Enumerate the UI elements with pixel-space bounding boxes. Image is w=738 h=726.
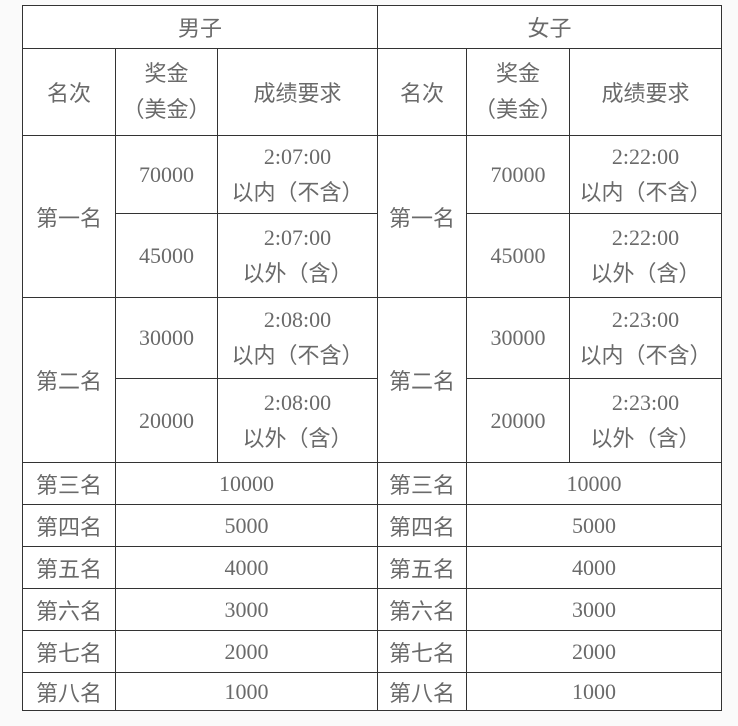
col-header-prize-line2: （美金） <box>122 97 211 122</box>
requirement-condition: 以外（含） <box>590 425 701 451</box>
prize-cell: 70000 <box>466 135 571 214</box>
prize-cell: 10000 <box>114 462 379 505</box>
requirement-condition: 以内（不含） <box>231 179 364 205</box>
col-header-requirement-men: 成绩要求 <box>216 48 379 136</box>
requirement-condition: 以内（不含） <box>231 343 364 368</box>
requirement-time: 2:22:00 <box>611 143 680 169</box>
prize-table: 男子 女子 名次 奖金 （美金） 成绩要求 名次 奖金 （美金） 成绩要求 第一… <box>21 5 723 711</box>
prize-cell: 10000 <box>466 462 723 505</box>
requirement-cell: 2:08:00 以外（含） <box>216 378 379 463</box>
rank-cell: 第四名 <box>22 504 116 547</box>
requirement-time: 2:07:00 <box>263 224 332 250</box>
section-title-men: 男子 <box>21 5 379 49</box>
prize-cell: 5000 <box>466 504 723 547</box>
prize-cell: 1000 <box>114 672 379 711</box>
col-header-rank-men: 名次 <box>22 48 116 136</box>
table-row: 第二名 30000 2:08:00 以内（不含） 第二名 30000 2:23:… <box>22 297 723 463</box>
requirement-time: 2:07:00 <box>263 143 332 169</box>
column-header-row: 名次 奖金 （美金） 成绩要求 名次 奖金 （美金） 成绩要求 <box>22 48 723 136</box>
rank-cell-women-2: 第二名 <box>377 297 468 463</box>
prize-cell: 1000 <box>466 672 723 711</box>
col-header-prize-men: 奖金 （美金） <box>115 48 218 136</box>
prize-cell: 3000 <box>466 588 723 631</box>
rank-cell: 第六名 <box>22 588 116 631</box>
rank-cell: 第七名 <box>377 630 468 673</box>
requirement-cell: 2:23:00 以外（含） <box>569 378 723 463</box>
requirement-condition: 以外（含） <box>242 260 353 286</box>
col-header-prize-line1: 奖金 <box>496 61 541 86</box>
table-row: 第七名 2000 第七名 2000 <box>22 630 723 673</box>
rank-cell: 第六名 <box>377 588 468 631</box>
rank-cell-men-1: 第一名 <box>22 135 116 298</box>
col-header-prize-women: 奖金 （美金） <box>466 48 571 136</box>
requirement-condition: 以外（含） <box>242 425 353 451</box>
prize-cell: 30000 <box>115 297 218 379</box>
prize-cell: 20000 <box>115 378 218 463</box>
requirement-time: 2:23:00 <box>611 389 680 415</box>
prize-cell: 45000 <box>466 213 571 298</box>
table-row: 第一名 70000 2:07:00 以内（不含） 第一名 70000 2:22:… <box>22 135 723 298</box>
prize-cell: 3000 <box>114 588 379 631</box>
prize-cell: 45000 <box>115 213 218 298</box>
requirement-time: 2:23:00 <box>611 307 680 332</box>
requirement-cell: 2:07:00 以外（含） <box>216 213 379 298</box>
prize-cell: 4000 <box>114 546 379 589</box>
requirement-cell: 2:07:00 以内（不含） <box>216 135 379 214</box>
section-title-row: 男子 女子 <box>21 5 723 49</box>
table-row: 第五名 4000 第五名 4000 <box>22 546 723 589</box>
requirement-cell: 2:08:00 以内（不含） <box>216 297 379 379</box>
rank-cell: 第三名 <box>22 462 116 505</box>
section-title-women: 女子 <box>377 5 723 49</box>
rank-cell: 第五名 <box>22 546 116 589</box>
rank-cell-women-1: 第一名 <box>377 135 468 298</box>
rank-cell: 第八名 <box>22 672 116 711</box>
requirement-time: 2:08:00 <box>263 389 332 415</box>
rank-cell: 第七名 <box>22 630 116 673</box>
table-row: 45000 2:07:00 以外（含） 45000 2:22:00 以外（含） <box>23 213 723 298</box>
requirement-condition: 以内（不含） <box>579 179 712 205</box>
prize-cell: 30000 <box>466 297 571 379</box>
prize-cell: 5000 <box>114 504 379 547</box>
requirement-time: 2:22:00 <box>611 224 680 250</box>
requirement-cell: 2:22:00 以外（含） <box>569 213 723 298</box>
prize-cell: 2000 <box>114 630 379 673</box>
rank-cell: 第四名 <box>377 504 468 547</box>
table-row: 第四名 5000 第四名 5000 <box>22 504 723 547</box>
col-header-rank-women: 名次 <box>377 48 468 136</box>
requirement-cell: 2:22:00 以内（不含） <box>569 135 723 214</box>
table-row: 20000 2:08:00 以外（含） 20000 2:23:00 以外（含） <box>23 378 723 463</box>
col-header-prize-line2: （美金） <box>474 97 563 122</box>
table-row: 第六名 3000 第六名 3000 <box>22 588 723 631</box>
rank-cell: 第三名 <box>377 462 468 505</box>
rank-cell-men-2: 第二名 <box>22 297 116 463</box>
requirement-condition: 以内（不含） <box>579 343 712 368</box>
requirement-time: 2:08:00 <box>263 307 332 332</box>
rank-cell: 第五名 <box>377 546 468 589</box>
prize-cell: 20000 <box>466 378 571 463</box>
col-header-requirement-women: 成绩要求 <box>569 48 723 136</box>
table-row: 第八名 1000 第八名 1000 <box>22 672 723 711</box>
prize-cell: 2000 <box>466 630 723 673</box>
rank-cell: 第八名 <box>377 672 468 711</box>
prize-cell: 4000 <box>466 546 723 589</box>
table-row: 第三名 10000 第三名 10000 <box>22 462 723 505</box>
prize-cell: 70000 <box>115 135 218 214</box>
requirement-cell: 2:23:00 以内（不含） <box>569 297 723 379</box>
col-header-prize-line1: 奖金 <box>144 61 189 86</box>
requirement-condition: 以外（含） <box>590 260 701 286</box>
